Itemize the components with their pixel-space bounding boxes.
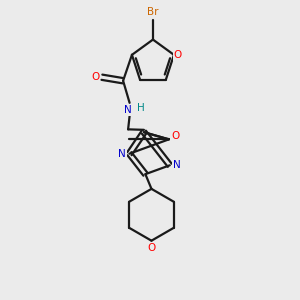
Text: O: O — [171, 131, 179, 141]
Text: N: N — [124, 105, 132, 115]
Text: O: O — [173, 50, 181, 60]
Text: N: N — [173, 160, 181, 170]
Text: H: H — [137, 103, 145, 113]
Text: Br: Br — [147, 7, 159, 17]
Text: O: O — [91, 72, 100, 82]
Text: O: O — [147, 243, 156, 253]
Text: N: N — [118, 149, 126, 159]
